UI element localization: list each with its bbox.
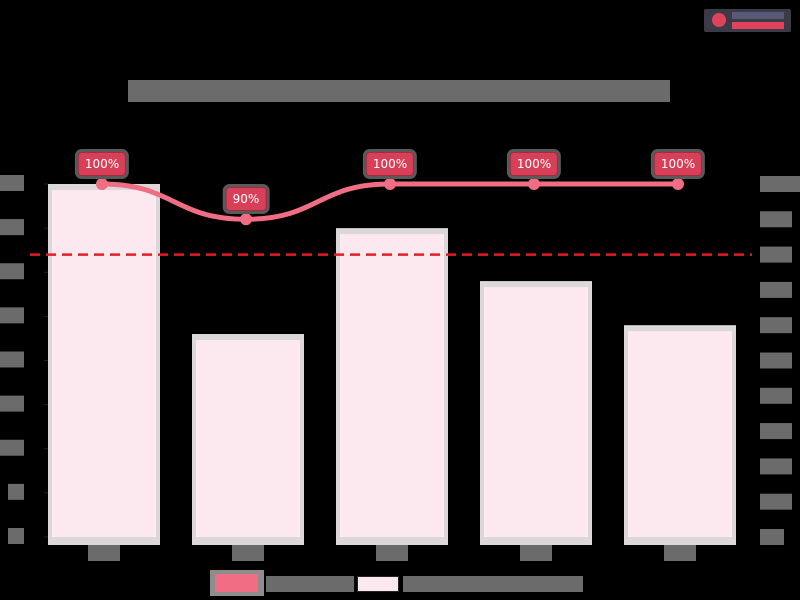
right-axis-tick-label [760, 246, 792, 263]
logo-mark-icon [712, 13, 726, 27]
line-point-marker [672, 178, 684, 190]
right-axis-tick-label [760, 211, 792, 228]
data-label: 100% [653, 152, 703, 176]
data-label: 100% [77, 152, 127, 176]
right-axis-tick-label [760, 387, 792, 404]
legend-label-bar [403, 576, 583, 592]
x-axis-category-label [376, 545, 408, 561]
data-label: 100% [365, 152, 415, 176]
left-axis-tick-label [0, 219, 24, 236]
right-axis-tick-label [760, 493, 792, 510]
x-axis-category-label [520, 545, 552, 561]
left-axis-tick-label [0, 175, 24, 191]
x-axis-category-label [88, 545, 120, 561]
bar [52, 190, 156, 537]
left-axis-tick-label [8, 528, 24, 544]
bar [628, 331, 732, 537]
line-point-marker [528, 178, 540, 190]
data-label: 100% [509, 152, 559, 176]
chart-title [128, 80, 670, 102]
left-axis-tick-label [0, 395, 24, 412]
logo-text-bottom [732, 22, 784, 29]
left-axis-tick-label [8, 483, 24, 500]
line-point-marker [384, 178, 396, 190]
right-axis-tick-label [760, 281, 792, 298]
x-axis-category-label [664, 545, 696, 561]
brand-logo [704, 9, 791, 32]
bar [340, 234, 444, 537]
data-label: 90% [225, 187, 267, 212]
legend-swatch-bar [357, 576, 399, 592]
legend-label-line [266, 576, 354, 592]
left-axis-tick-label [0, 263, 24, 280]
right-axis-tick-label [760, 317, 792, 334]
right-axis-tick-label [760, 423, 792, 440]
left-axis-tick-label [0, 439, 24, 456]
line-point-marker [240, 213, 252, 226]
left-axis-tick-label [0, 307, 24, 324]
right-axis-tick-label [760, 352, 792, 369]
right-axis-tick-label [760, 458, 792, 475]
bar [196, 340, 300, 537]
bar [484, 287, 588, 537]
logo-text-top [732, 12, 784, 19]
line-point-marker [96, 178, 108, 190]
line-series [99, 181, 681, 222]
x-axis-category-label [232, 545, 264, 561]
legend-swatch-line [210, 570, 264, 596]
left-axis-tick-label [0, 351, 24, 368]
right-axis-tick-label [760, 529, 784, 545]
right-axis-tick-label [760, 176, 800, 192]
